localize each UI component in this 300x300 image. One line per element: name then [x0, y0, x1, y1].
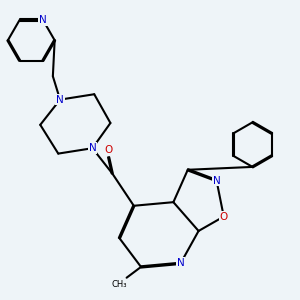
- Text: N: N: [56, 94, 64, 105]
- Text: O: O: [220, 212, 228, 222]
- Text: N: N: [177, 258, 184, 268]
- Text: N: N: [213, 176, 220, 186]
- Text: O: O: [104, 145, 113, 155]
- Text: N: N: [88, 143, 96, 153]
- Text: N: N: [39, 15, 47, 25]
- Text: CH₃: CH₃: [112, 280, 127, 290]
